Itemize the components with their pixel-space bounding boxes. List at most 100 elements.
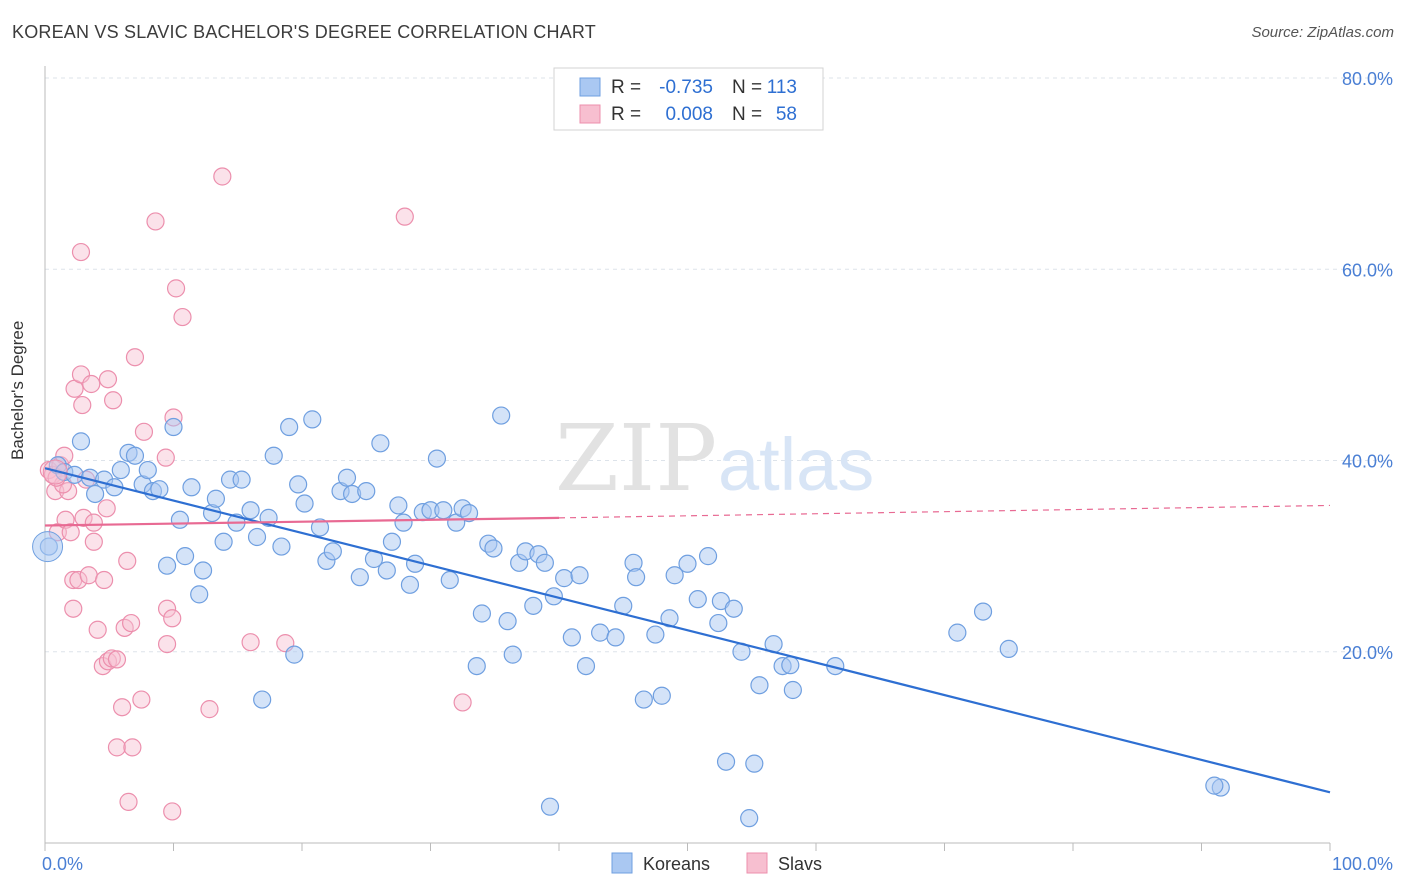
slavs-point <box>121 613 141 633</box>
koreans-point <box>170 510 190 529</box>
koreans-point <box>190 585 209 604</box>
koreans-point <box>247 527 267 547</box>
y-tick-label: 40.0% <box>1342 452 1393 472</box>
koreans-point <box>157 556 177 575</box>
y-tick-label: 60.0% <box>1342 260 1393 280</box>
n-label: N = <box>732 77 762 98</box>
koreans-point <box>555 569 574 588</box>
koreans-point <box>394 513 413 532</box>
koreans-point <box>323 542 342 561</box>
koreans-point <box>232 470 251 489</box>
koreans-point <box>498 612 517 631</box>
slavs-point <box>123 738 142 757</box>
koreans-point <box>948 623 967 642</box>
koreans-point <box>175 547 195 566</box>
koreans-point <box>503 645 522 664</box>
koreans-point <box>781 656 800 675</box>
slavs-point <box>97 499 116 518</box>
koreans-point <box>724 599 743 618</box>
koreans-point <box>434 501 453 520</box>
koreans-point <box>182 478 201 497</box>
koreans-point <box>652 686 671 705</box>
slavs-point <box>95 570 114 590</box>
slavs-point <box>104 391 123 410</box>
slavs-point <box>71 242 91 262</box>
y-tick-label: 20.0% <box>1342 643 1393 663</box>
koreans-point <box>562 628 581 647</box>
koreans-point <box>427 449 447 468</box>
koreans-point <box>492 406 511 425</box>
slavs-point <box>69 570 88 590</box>
koreans-point <box>484 539 503 558</box>
slavs-point <box>395 207 414 226</box>
n-value: 113 <box>767 77 797 98</box>
slavs-legend-label: Slavs <box>778 854 822 874</box>
r-label: R = <box>611 77 641 98</box>
n-label: N = <box>732 104 762 125</box>
slavs-point <box>156 448 175 467</box>
koreans-point <box>646 625 665 644</box>
koreans-point <box>1205 776 1224 795</box>
slavs-point <box>173 307 192 327</box>
koreans-point <box>688 590 707 609</box>
koreans-point <box>698 547 718 566</box>
koreans-point <box>400 575 420 594</box>
koreans-point <box>357 482 376 501</box>
koreans-point <box>272 537 291 556</box>
slavs-point <box>453 693 472 712</box>
slavs-point <box>84 513 103 532</box>
slavs-point <box>213 167 232 186</box>
x-tick-label: 0.0% <box>42 854 83 874</box>
koreans-point <box>285 645 304 664</box>
koreans-point <box>606 628 625 647</box>
koreans-point <box>626 568 646 587</box>
series-legend: Koreans Slavs <box>611 852 822 874</box>
koreans-point <box>193 561 213 580</box>
koreans-point <box>440 570 459 590</box>
slavs-point <box>125 348 145 367</box>
koreans-point <box>382 532 402 551</box>
koreans-point <box>206 489 226 508</box>
koreans-swatch <box>579 77 601 97</box>
slavs-point <box>61 523 80 542</box>
r-value: -0.735 <box>659 77 713 98</box>
koreans-trend-line <box>44 467 1331 794</box>
koreans-point <box>591 623 610 642</box>
slavs-point <box>88 620 107 639</box>
koreans-point <box>467 656 486 676</box>
slavs-point <box>73 395 92 415</box>
slavs-point <box>84 532 103 551</box>
koreans-point <box>241 501 260 520</box>
slavs-point <box>241 633 260 652</box>
koreans-point <box>371 434 390 453</box>
slavs-point <box>157 634 177 654</box>
koreans-point <box>745 754 764 773</box>
koreans-point <box>377 561 396 580</box>
slavs-point <box>166 279 186 298</box>
chart-title: KOREAN VS SLAVIC BACHELOR'S DEGREE CORRE… <box>12 22 596 42</box>
koreans-point <box>253 690 272 709</box>
koreans-point <box>337 468 357 487</box>
koreans-point <box>973 602 993 621</box>
koreans-point <box>71 432 91 451</box>
koreans-legend-label: Koreans <box>643 854 710 874</box>
slavs-point <box>200 700 219 719</box>
koreans-point <box>472 604 491 623</box>
koreans-point <box>214 532 233 551</box>
slavs-point <box>107 650 127 669</box>
slavs-point <box>119 792 138 811</box>
x-tick-label: 100.0% <box>1332 854 1393 874</box>
slavs-point <box>146 212 165 231</box>
slavs-point <box>163 802 182 821</box>
koreans-point <box>999 639 1018 658</box>
r-value: 0.008 <box>665 104 713 125</box>
slavs-point <box>112 698 132 717</box>
koreans-point <box>295 494 314 513</box>
slavs-point <box>134 422 154 441</box>
koreans-point <box>540 797 560 816</box>
watermark-atlas: atlas <box>718 423 874 506</box>
koreans-point <box>111 460 130 480</box>
koreans-point <box>634 690 653 709</box>
watermark-zip: ZIP <box>555 405 717 512</box>
koreans-point <box>280 417 299 437</box>
